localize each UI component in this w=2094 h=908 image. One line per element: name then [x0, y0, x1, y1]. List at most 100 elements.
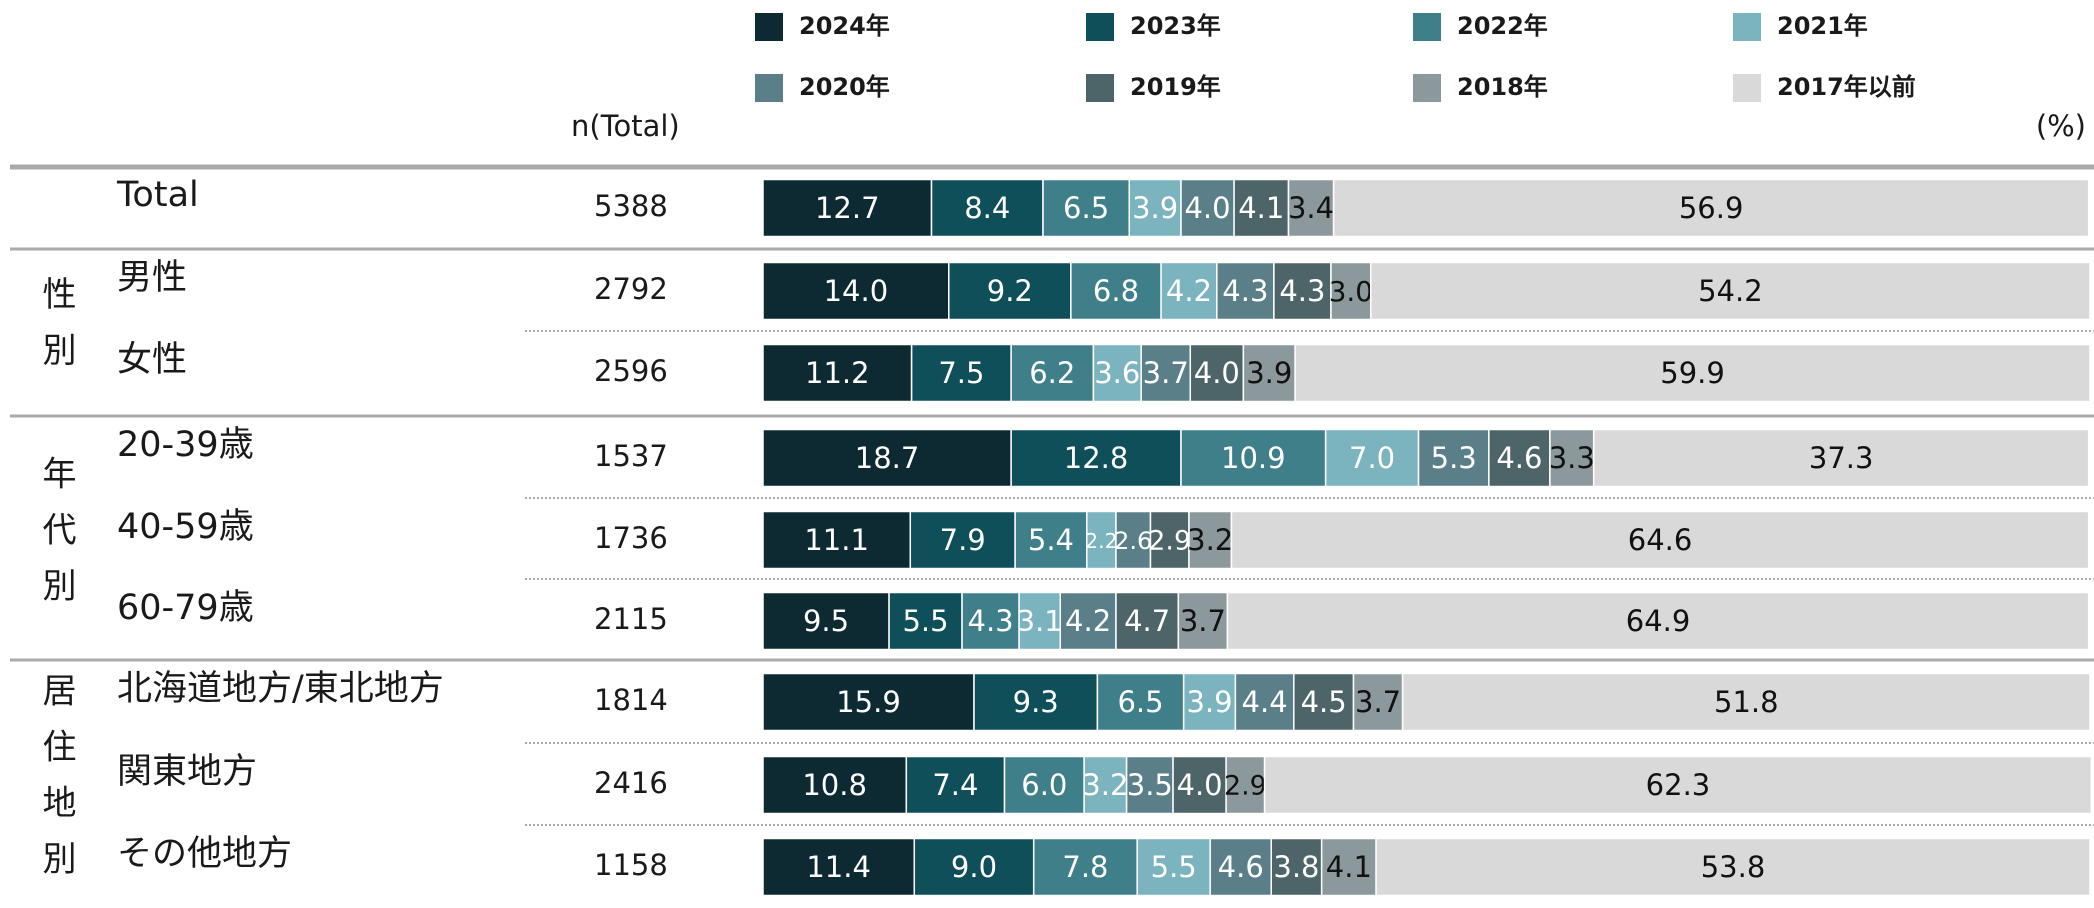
- legend-label: 2020年: [799, 73, 890, 101]
- n-value: 1158: [594, 848, 668, 882]
- value-label: 4.3: [1279, 274, 1325, 308]
- value-label: 6.8: [1093, 274, 1139, 308]
- bar-segment: [1177, 591, 1229, 651]
- bar-segment: [1092, 343, 1142, 403]
- value-label: 3.3: [1549, 441, 1595, 475]
- n-value: 2416: [594, 766, 668, 800]
- bar-segment: [1417, 428, 1490, 488]
- value-label: 6.2: [1029, 356, 1075, 390]
- value-label: 4.6: [1496, 441, 1542, 475]
- value-label: 6.5: [1117, 685, 1163, 719]
- value-label: 7.5: [938, 356, 984, 390]
- value-label: 62.3: [1646, 768, 1711, 802]
- value-label: 2.2: [1085, 529, 1117, 553]
- value-label: 5.3: [1431, 441, 1477, 475]
- legend-swatch: [1413, 13, 1441, 41]
- bar-segment: [1488, 428, 1551, 488]
- value-label: 4.3: [1222, 274, 1268, 308]
- value-label: 51.8: [1714, 685, 1779, 719]
- bar-segment: [1042, 178, 1131, 238]
- value-label: 7.9: [940, 523, 986, 557]
- value-label: 5.4: [1028, 523, 1074, 557]
- bar-segment: [1320, 837, 1377, 897]
- value-label: 15.9: [836, 685, 901, 719]
- bar-segment: [1189, 343, 1245, 403]
- value-label: 4.3: [968, 604, 1014, 638]
- bar-segment: [948, 261, 1072, 321]
- bar-segment: [1140, 343, 1192, 403]
- bar-segment: [905, 755, 1006, 815]
- value-label: 7.4: [932, 768, 978, 802]
- value-label: 3.7: [1355, 685, 1401, 719]
- bar-segment: [1352, 672, 1404, 732]
- value-label: 4.7: [1124, 604, 1170, 638]
- value-label: 9.3: [1013, 685, 1059, 719]
- value-label: 54.2: [1698, 274, 1763, 308]
- unit-label: (%): [2036, 109, 2086, 143]
- value-label: 64.9: [1626, 604, 1691, 638]
- row-label: 北海道地方/東北地方: [117, 669, 444, 709]
- value-label: 2.9: [1224, 771, 1267, 802]
- value-label: 14.0: [824, 274, 889, 308]
- value-label: 7.0: [1349, 441, 1395, 475]
- row-label: 女性: [117, 340, 187, 380]
- value-label: 4.0: [1177, 768, 1223, 802]
- value-label: 9.2: [987, 274, 1033, 308]
- legend-swatch: [1733, 74, 1761, 102]
- legend-label: 2021年: [1777, 12, 1868, 40]
- value-label: 7.8: [1062, 850, 1108, 884]
- legend-swatch: [755, 13, 783, 41]
- bar-segment: [762, 837, 916, 897]
- value-label: 3.7: [1180, 604, 1226, 638]
- bar-segment: [1226, 591, 2090, 651]
- row-label: 男性: [117, 258, 187, 298]
- value-label: 11.4: [806, 850, 871, 884]
- bar-segment: [1059, 591, 1117, 651]
- bar-segment: [762, 428, 1012, 488]
- value-label: 4.1: [1326, 850, 1372, 884]
- value-label: 4.0: [1194, 356, 1240, 390]
- value-label: 4.6: [1218, 850, 1264, 884]
- value-label: 3.4: [1288, 191, 1334, 225]
- n-value: 1814: [594, 683, 668, 717]
- value-label: 2.6: [1114, 527, 1152, 555]
- legend-label: 2022年: [1457, 12, 1548, 40]
- bar-segment: [1549, 428, 1595, 488]
- n-value: 1537: [594, 439, 668, 473]
- n-value: 1736: [594, 521, 668, 555]
- group-label: 年代別: [36, 455, 76, 623]
- n-value: 2596: [594, 354, 668, 388]
- row-label: 60-79歳: [117, 588, 254, 628]
- row-label: 関東地方: [117, 752, 257, 792]
- value-label: 3.6: [1094, 356, 1140, 390]
- n-header: n(Total): [571, 109, 680, 143]
- value-label: 18.7: [855, 441, 920, 475]
- value-label: 2.9: [1148, 526, 1191, 557]
- value-label: 4.0: [1184, 191, 1230, 225]
- value-label: 9.5: [803, 604, 849, 638]
- bar-segment: [762, 755, 908, 815]
- bar-segment: [1115, 510, 1152, 570]
- value-label: 3.2: [1082, 768, 1128, 802]
- bar-segment: [1324, 428, 1420, 488]
- bar-segment: [1010, 428, 1182, 488]
- legend-swatch: [1733, 13, 1761, 41]
- bar-segment: [1160, 261, 1218, 321]
- bar-segment: [973, 672, 1099, 732]
- bar-segment: [762, 261, 950, 321]
- bar-segment: [1018, 591, 1061, 651]
- value-label: 3.8: [1273, 850, 1319, 884]
- value-label: 37.3: [1809, 441, 1874, 475]
- bar-segment: [1242, 343, 1296, 403]
- bar-segment: [1096, 672, 1185, 732]
- value-label: 10.8: [802, 768, 867, 802]
- bar-segment: [1188, 510, 1233, 570]
- group-label: 居住地別: [36, 673, 76, 897]
- n-value: 5388: [594, 189, 668, 223]
- value-label: 4.1: [1238, 191, 1284, 225]
- value-label: 53.8: [1701, 850, 1766, 884]
- value-label: 3.9: [1186, 685, 1232, 719]
- bar-segment: [1270, 837, 1323, 897]
- bar-segment: [1230, 510, 2090, 570]
- group-label: 性別: [36, 276, 76, 388]
